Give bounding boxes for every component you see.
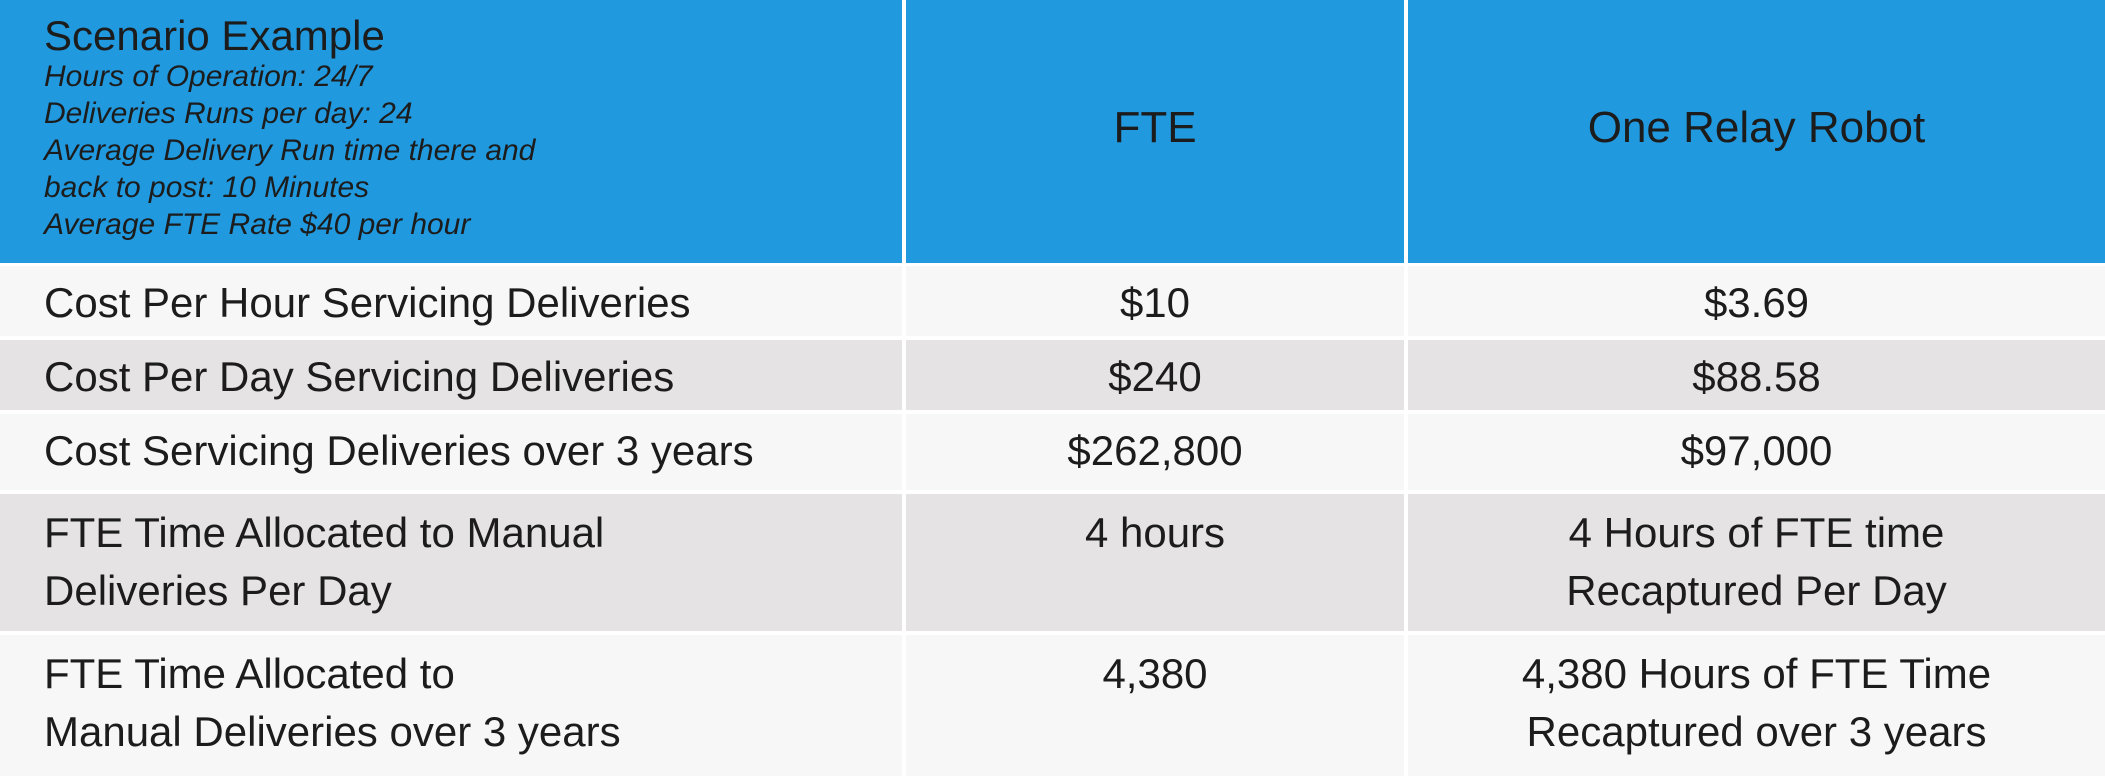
- cell-value: $97,000: [1680, 427, 1833, 474]
- table-cell: $262,800: [906, 414, 1404, 490]
- cell-value: $10: [1119, 279, 1191, 326]
- table-cell: $97,000: [1408, 414, 2105, 490]
- row-label: FTE Time Allocated to Manual: [44, 509, 605, 556]
- header-detail: back to post: 10 Minutes: [44, 171, 370, 204]
- row-label: FTE Time Allocated to: [44, 650, 455, 697]
- cell-value: Recaptured over 3 years: [1526, 708, 1987, 755]
- row-label: Deliveries Per Day: [44, 567, 392, 614]
- column-header: FTE: [1113, 102, 1197, 152]
- cell-value: 4 hours: [1084, 509, 1226, 556]
- header-cell: Scenario Example Hours of Operation: 24/7…: [0, 0, 902, 263]
- cell-value: $262,800: [1067, 427, 1243, 474]
- cell-value: $240: [1108, 353, 1202, 400]
- table-cell: FTE Time Allocated to Manual Deliveries o…: [0, 635, 902, 776]
- table-cell: 4 hours: [906, 494, 1404, 631]
- row-label: Cost Per Day Servicing Deliveries: [44, 353, 675, 400]
- table-cell: $88.58: [1408, 340, 2105, 410]
- table-cell: Cost Per Day Servicing Deliveries: [0, 340, 902, 410]
- cell-value: 4,380: [1102, 650, 1208, 697]
- column-header: One Relay Robot: [1587, 102, 1926, 152]
- table-cell: $3.69: [1408, 266, 2105, 336]
- table-cell: 4,380 Hours of FTE Time Recaptured over 3…: [1408, 635, 2105, 776]
- header-detail: Average Delivery Run time there and: [44, 134, 536, 167]
- header-detail: Average FTE Rate $40 per hour: [44, 208, 471, 241]
- row-label: Manual Deliveries over 3 years: [44, 708, 621, 755]
- header-detail: Hours of Operation: 24/7: [44, 60, 373, 93]
- row-label: Cost Per Hour Servicing Deliveries: [44, 279, 691, 326]
- cell-value: $3.69: [1703, 279, 1810, 326]
- row-label: Cost Servicing Deliveries over 3 years: [44, 427, 754, 474]
- column-header-cell: FTE: [906, 0, 1404, 263]
- cell-value: 4 Hours of FTE time: [1568, 509, 1945, 556]
- table-cell: FTE Time Allocated to Manual Deliveries P…: [0, 494, 902, 631]
- table-cell: $240: [906, 340, 1404, 410]
- table-cell: $10: [906, 266, 1404, 336]
- cell-value: 4,380 Hours of FTE Time: [1521, 650, 1992, 697]
- column-header-cell: One Relay Robot: [1408, 0, 2105, 263]
- cell-value: $88.58: [1692, 353, 1821, 400]
- header-detail: Deliveries Runs per day: 24: [44, 97, 413, 130]
- table-cell: Cost Per Hour Servicing Deliveries: [0, 266, 902, 336]
- table-cell: 4,380: [906, 635, 1404, 776]
- table-cell: 4 Hours of FTE time Recaptured Per Day: [1408, 494, 2105, 631]
- header-title: Scenario Example: [44, 12, 385, 59]
- cell-value: Recaptured Per Day: [1566, 567, 1947, 614]
- table-cell: Cost Servicing Deliveries over 3 years: [0, 414, 902, 490]
